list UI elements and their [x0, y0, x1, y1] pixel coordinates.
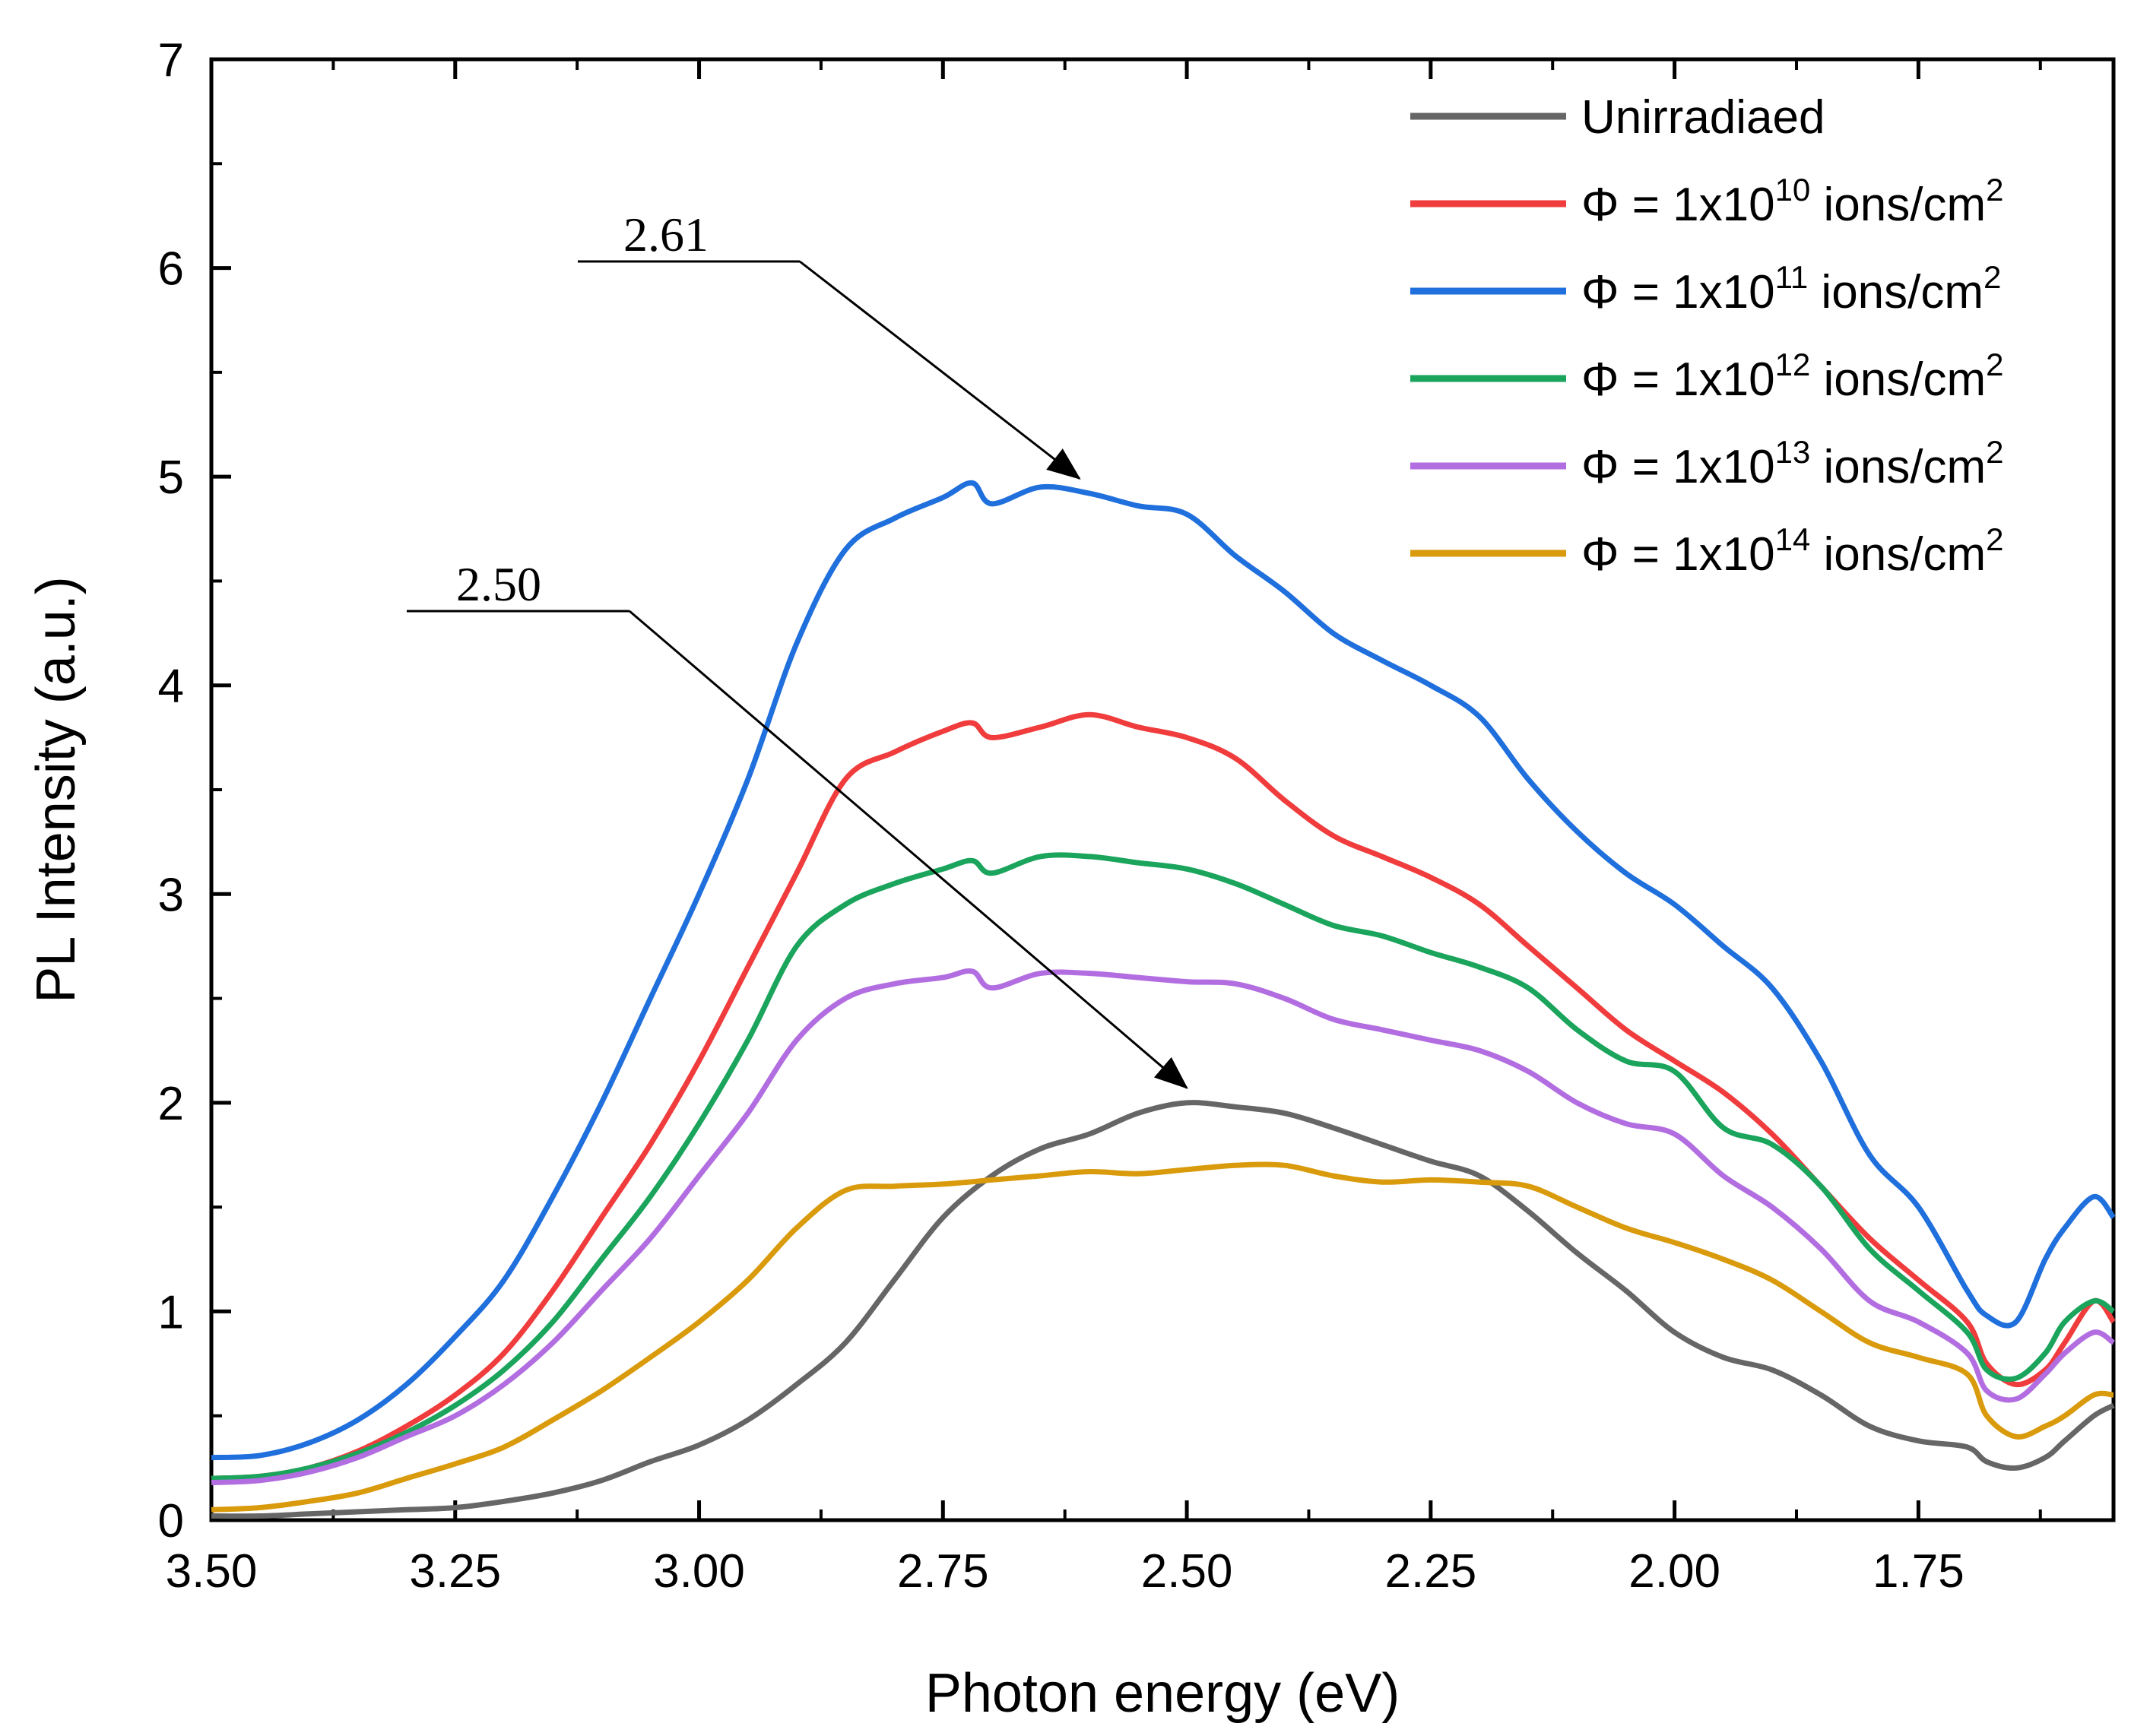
x-tick-label: 3.00	[653, 1545, 745, 1598]
series-line-2	[211, 480, 2116, 1461]
legend-superscript: 2	[1984, 259, 2001, 295]
y-tick-label: 6	[158, 243, 184, 296]
legend-text-part: Φ = 1x10	[1581, 528, 1775, 581]
legend-label-1: Φ = 1x1010 ions/cm2	[1581, 172, 2004, 231]
y-tick-label: 0	[158, 1495, 184, 1548]
x-tick-label: 3.50	[166, 1545, 258, 1598]
legend-label-5: Φ = 1x1014 ions/cm2	[1581, 521, 2004, 581]
legend-text-part: Φ = 1x10	[1581, 179, 1775, 231]
annotation-arrow	[799, 260, 1081, 480]
legend-superscript: 2	[1986, 347, 2003, 382]
legend-text-part: ions/cm	[1810, 528, 1986, 581]
legend-text-part: Φ = 1x10	[1581, 353, 1775, 406]
y-tick-label: 5	[158, 451, 184, 504]
legend-text-part: Φ = 1x10	[1581, 441, 1775, 493]
series-line-5	[211, 1161, 2114, 1513]
x-tick-label: 1.75	[1873, 1545, 1965, 1598]
annotation-layer: 2.61 2.50	[407, 207, 1188, 1089]
legend-label-2: Φ = 1x1011 ions/cm2	[1581, 259, 2001, 318]
annotation-label: 2.50	[456, 557, 541, 611]
legend-text-part: ions/cm	[1808, 266, 1984, 318]
y-tick-label: 4	[158, 661, 184, 713]
y-axis-title: PL Intensity (a.u.)	[26, 576, 87, 1003]
legend-superscript: 2	[1986, 434, 2003, 470]
y-tick-label: 7	[158, 34, 184, 87]
legend-superscript: 2	[1986, 521, 2003, 557]
y-tick-label: 2	[158, 1078, 184, 1130]
annotation-arrow	[629, 610, 1188, 1089]
series-line-0	[211, 1100, 2115, 1519]
y-tick-label: 3	[158, 869, 184, 921]
x-axis-title: Photon energy (eV)	[925, 1663, 1400, 1724]
y-tick-label: 1	[158, 1286, 184, 1338]
legend-text-part: ions/cm	[1810, 353, 1986, 406]
legend-text-part: ions/cm	[1810, 179, 1986, 231]
x-tick-label: 2.75	[897, 1545, 989, 1598]
x-tick-label: 2.00	[1628, 1545, 1720, 1598]
series-line-4	[211, 968, 2116, 1486]
legend-text-part: Φ = 1x10	[1581, 266, 1775, 318]
legend-text-part: Unirradiaed	[1581, 91, 1825, 144]
series-line-3	[211, 852, 2116, 1481]
x-tick-label: 2.25	[1385, 1545, 1477, 1598]
legend-label-3: Φ = 1x1012 ions/cm2	[1581, 347, 2004, 406]
legend-label-4: Φ = 1x1013 ions/cm2	[1581, 434, 2004, 493]
legend-superscript: 2	[1986, 172, 2003, 207]
x-tick-label: 2.50	[1141, 1545, 1233, 1598]
legend-superscript: 13	[1775, 434, 1811, 470]
legend-superscript: 14	[1775, 521, 1811, 557]
legend-text-part: ions/cm	[1810, 441, 1986, 493]
legend-superscript: 11	[1775, 259, 1809, 295]
series-layer	[211, 480, 2116, 1519]
annotation-label: 2.61	[623, 207, 709, 261]
x-tick-label: 3.25	[409, 1545, 501, 1598]
legend-superscript: 12	[1775, 347, 1811, 382]
legend-label-0: Unirradiaed	[1581, 91, 1825, 144]
series-line-1	[211, 711, 2116, 1481]
legend-superscript: 10	[1775, 172, 1811, 207]
